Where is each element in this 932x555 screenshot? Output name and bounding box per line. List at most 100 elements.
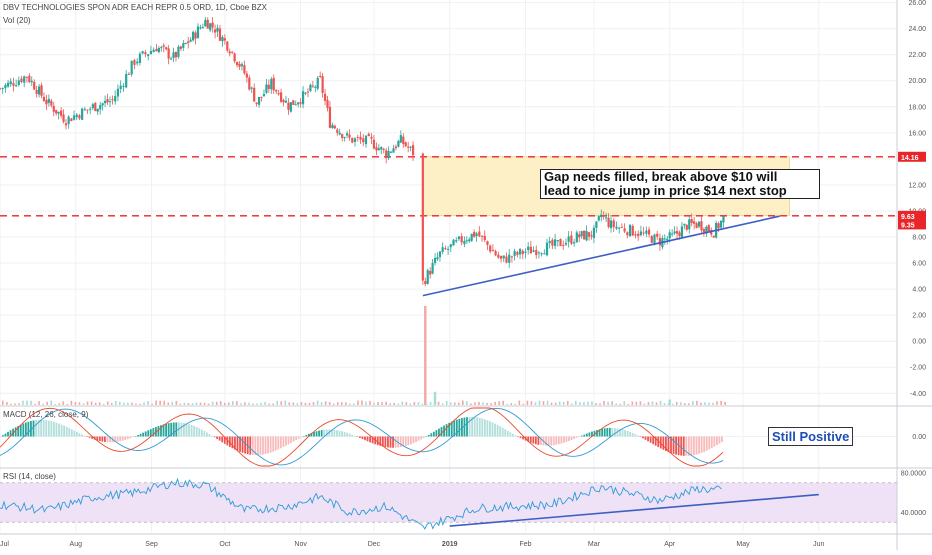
candle-body xyxy=(521,250,524,255)
macd-hist-bar xyxy=(565,436,568,442)
macd-hist-bar xyxy=(170,422,173,437)
candle-body xyxy=(683,223,686,226)
price-badge-label: 9.63 xyxy=(901,214,915,221)
macd-hist-bar xyxy=(282,436,285,448)
macd-hist-bar xyxy=(489,421,491,437)
candle-body xyxy=(55,109,58,114)
volume-bar xyxy=(244,402,246,405)
volume-bar xyxy=(579,402,581,405)
candle-body xyxy=(470,233,473,241)
macd-hist-bar xyxy=(239,436,241,452)
candle-body xyxy=(567,236,570,242)
candle-body xyxy=(42,96,46,102)
time-tick-label: Sep xyxy=(145,541,158,548)
volume-label: Vol (20) xyxy=(3,16,31,25)
candle-body xyxy=(284,100,288,103)
candle-body xyxy=(433,257,437,264)
volume-bar xyxy=(437,401,440,405)
macd-hist-bar xyxy=(328,429,331,437)
macd-hist-bar xyxy=(139,433,142,437)
macd-hist-bar xyxy=(126,436,129,440)
volume-bar xyxy=(82,403,85,405)
volume-bar xyxy=(127,402,129,405)
macd-hist-bar xyxy=(690,436,693,456)
macd-tick-label: 0.00 xyxy=(912,434,926,441)
volume-bar xyxy=(123,402,125,405)
candle-body xyxy=(45,100,48,105)
candle-body xyxy=(693,221,696,224)
macd-hist-bar xyxy=(121,436,124,441)
volume-bar xyxy=(397,403,400,405)
candle-body xyxy=(637,233,640,237)
candle-body xyxy=(189,39,192,42)
candle-body xyxy=(119,85,122,89)
volume-bar xyxy=(353,403,355,405)
macd-hist-bar xyxy=(98,436,101,442)
candle-body xyxy=(4,84,7,89)
candle-body xyxy=(221,36,224,42)
price-badge-label: 9.35 xyxy=(901,222,915,229)
candle-body xyxy=(196,26,200,39)
candle-body xyxy=(460,236,463,243)
volume-bar xyxy=(207,403,210,405)
volume-bar xyxy=(643,403,646,405)
candle-body xyxy=(510,256,514,258)
macd-hist-bar xyxy=(417,436,420,441)
candle-body xyxy=(397,140,400,147)
candle-body xyxy=(540,253,543,255)
candle-body xyxy=(513,251,516,256)
volume-bar xyxy=(663,403,666,405)
macd-hist-bar xyxy=(555,436,558,445)
macd-hist-bar xyxy=(65,426,68,437)
volume-bar xyxy=(482,402,484,405)
candle-body xyxy=(289,102,292,112)
volume-bar xyxy=(433,391,437,405)
volume-bar xyxy=(433,403,436,405)
candle-body xyxy=(585,231,588,241)
candle-body xyxy=(323,93,327,101)
price-tick-label: 22.00 xyxy=(908,52,926,59)
candle-body xyxy=(213,29,217,33)
volume-bar xyxy=(66,403,69,405)
candle-body xyxy=(678,232,681,237)
price-trendline xyxy=(422,215,780,297)
rsi-label: RSI (14, close) xyxy=(3,472,56,481)
candle-body xyxy=(605,217,608,219)
candle-body xyxy=(106,98,109,103)
volume-bar xyxy=(280,401,283,405)
volume-bar xyxy=(409,403,412,405)
candle-body xyxy=(235,62,239,66)
candle-body xyxy=(543,253,546,255)
macd-hist-bar xyxy=(58,423,60,437)
macd-hist-bar xyxy=(716,436,718,446)
macd-line xyxy=(0,407,724,467)
macd-hist-bar xyxy=(557,436,560,445)
macd-hist-bar xyxy=(63,425,65,437)
macd-hist-bar xyxy=(606,428,609,437)
macd-hist-bar xyxy=(644,436,647,440)
candle-body xyxy=(486,241,489,246)
candle-body xyxy=(15,85,18,87)
macd-hist-bar xyxy=(642,436,644,439)
candle-body xyxy=(700,221,703,231)
candle-body xyxy=(475,233,478,236)
macd-hist-bar xyxy=(512,433,514,437)
candle-body xyxy=(394,146,398,149)
macd-hist-bar xyxy=(563,436,565,443)
macd-hist-bar xyxy=(575,436,578,438)
candle-body xyxy=(463,240,466,245)
volume-bar xyxy=(683,403,686,405)
macd-hist-bar xyxy=(596,429,598,437)
candle-body xyxy=(35,89,38,94)
candle-body xyxy=(634,234,637,236)
volume-bar xyxy=(558,401,561,405)
candle-body xyxy=(341,134,344,139)
candle-body xyxy=(64,123,68,126)
candle-body xyxy=(697,221,701,227)
macd-hist-bar xyxy=(241,436,244,453)
candle-body xyxy=(499,255,503,259)
candle-body xyxy=(364,135,368,145)
volume-bar xyxy=(18,403,20,405)
volume-bar xyxy=(30,400,32,405)
candle-body xyxy=(607,217,610,227)
